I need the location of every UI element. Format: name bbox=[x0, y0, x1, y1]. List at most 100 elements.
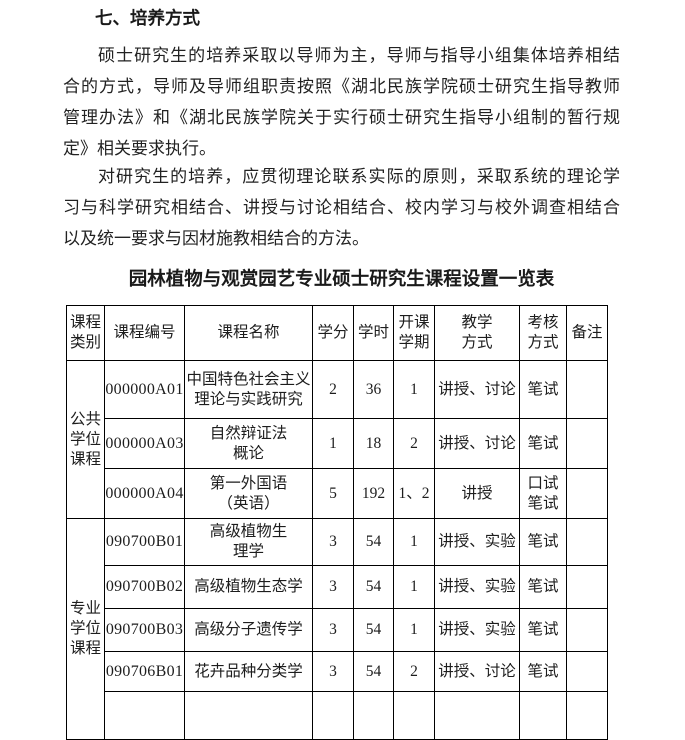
course-assessment: 笔试 bbox=[519, 418, 567, 469]
course-teaching: 讲授、讨论 bbox=[434, 360, 520, 419]
header-line: 教学 bbox=[461, 314, 493, 331]
course-row: 090706B01 花卉品种分类学 3 54 2 讲授、讨论 笔试 bbox=[67, 651, 608, 692]
course-hours: 54 bbox=[353, 565, 394, 609]
course-teaching bbox=[434, 691, 520, 740]
course-credits bbox=[312, 691, 354, 740]
course-name-line: 花卉品种分类学 bbox=[194, 662, 303, 680]
course-row: 000000A04 第一外国语 （英语） 5 192 1、2 讲授 口试 笔试 bbox=[67, 468, 608, 519]
assessment-line: 笔试 bbox=[527, 578, 559, 595]
course-name-line: （英语） bbox=[217, 494, 280, 512]
course-name-line: 中国特色社会主义 bbox=[186, 370, 311, 388]
course-semester: 1 bbox=[393, 565, 435, 609]
assessment-line: 笔试 bbox=[527, 621, 559, 638]
course-teaching: 讲授、讨论 bbox=[434, 651, 520, 692]
course-code: 000000A01 bbox=[104, 360, 185, 419]
course-code: 000000A03 bbox=[104, 418, 185, 469]
course-name: 花卉品种分类学 bbox=[184, 651, 313, 692]
course-code: 090700B01 bbox=[104, 518, 185, 566]
category-cell-public: 公共 学位 课程 bbox=[66, 360, 105, 519]
course-semester bbox=[393, 691, 435, 740]
course-row: 专业 学位 课程 090700B01 高级植物生 理学 3 54 1 讲授、实验… bbox=[66, 518, 608, 740]
course-remarks bbox=[566, 468, 608, 519]
category-line: 学位 bbox=[69, 430, 101, 448]
text-line: 以及统一要求与因材施教相结合的方法。 bbox=[63, 229, 369, 248]
document-page: { "page": { "background": "#ffffff", "te… bbox=[63, 8, 620, 740]
col-header-semester: 开课 学期 bbox=[393, 305, 435, 361]
assessment-line: 笔试 bbox=[527, 380, 559, 398]
course-remarks bbox=[566, 518, 608, 566]
header-line: 开课 bbox=[398, 314, 430, 331]
course-assessment: 笔试 bbox=[519, 565, 567, 609]
course-assessment: 笔试 bbox=[519, 518, 567, 566]
course-remarks bbox=[566, 360, 608, 419]
course-hours: 54 bbox=[353, 651, 394, 692]
category-line: 专业 bbox=[69, 600, 101, 617]
course-name-line: 高级植物生 bbox=[209, 523, 288, 540]
course-teaching: 讲授 bbox=[434, 468, 520, 519]
header-line: 课程 bbox=[69, 314, 101, 331]
course-teaching: 讲授、实验 bbox=[434, 565, 520, 609]
col-header-remarks: 备注 bbox=[566, 305, 608, 361]
course-hours: 54 bbox=[353, 518, 394, 566]
paragraph-training-mode: 硕士研究生的培养采取以导师为主，导师与指导小组集体培养相结 合的方式，导师及导师… bbox=[63, 40, 620, 164]
course-semester: 1、2 bbox=[393, 468, 435, 519]
course-hours bbox=[353, 691, 394, 740]
course-remarks bbox=[566, 651, 608, 692]
text-line: 合的方式，导师及导师组职责按照《湖北民族学院硕士研究生指导教师 bbox=[63, 77, 620, 96]
course-name: 高级植物生态学 bbox=[184, 565, 313, 609]
course-code bbox=[104, 691, 185, 740]
course-name: 中国特色社会主义 理论与实践研究 bbox=[184, 360, 313, 419]
course-name-line: 理学 bbox=[232, 543, 264, 560]
course-name bbox=[184, 691, 313, 740]
course-semester: 1 bbox=[393, 360, 435, 419]
course-name-line: 高级植物生态学 bbox=[194, 578, 303, 595]
course-row: 090700B03 高级分子遗传学 3 54 1 讲授、实验 笔试 bbox=[67, 608, 608, 652]
course-teaching: 讲授、实验 bbox=[434, 518, 520, 566]
course-credits: 1 bbox=[312, 418, 354, 469]
text-line: 硕士研究生的培养采取以导师为主，导师与指导小组集体培养相结 bbox=[98, 46, 620, 65]
category-cell-professional: 专业 学位 课程 bbox=[66, 518, 105, 740]
course-hours: 192 bbox=[353, 468, 394, 519]
category-line: 公共 bbox=[69, 410, 101, 428]
header-line: 学期 bbox=[398, 334, 430, 351]
course-name: 高级分子遗传学 bbox=[184, 608, 313, 652]
course-assessment: 笔试 bbox=[519, 360, 567, 419]
course-semester: 2 bbox=[393, 651, 435, 692]
assessment-line: 笔试 bbox=[527, 434, 559, 452]
course-assessment: 笔试 bbox=[519, 608, 567, 652]
course-teaching: 讲授、实验 bbox=[434, 608, 520, 652]
course-remarks bbox=[566, 691, 608, 740]
col-header-credits: 学分 bbox=[312, 305, 354, 361]
assessment-line: 口试 bbox=[527, 474, 559, 492]
course-semester: 1 bbox=[393, 518, 435, 566]
assessment-line: 笔试 bbox=[527, 494, 559, 512]
text-line: 定》相关要求执行。 bbox=[63, 139, 216, 158]
text-line: 对研究生的培养，应贯彻理论联系实际的原则，采取系统的理论学 bbox=[98, 167, 620, 186]
header-line: 类别 bbox=[69, 334, 101, 351]
course-credits: 3 bbox=[312, 608, 354, 652]
course-hours: 18 bbox=[353, 418, 394, 469]
course-hours: 36 bbox=[353, 360, 394, 419]
course-semester: 2 bbox=[393, 418, 435, 469]
course-name-line: 自然辩证法 bbox=[209, 424, 288, 442]
course-teaching: 讲授、讨论 bbox=[434, 418, 520, 469]
course-assessment: 口试 笔试 bbox=[519, 468, 567, 519]
section-heading: 七、培养方式 bbox=[95, 8, 200, 28]
course-code: 090700B03 bbox=[104, 608, 185, 652]
course-row-clipped bbox=[67, 691, 608, 740]
table-header-row: 课程 类别 课程编号 课程名称 学分 学时 开课 学期 教学 方式 考核 方式 … bbox=[66, 305, 608, 361]
paragraph-training-principles: 对研究生的培养，应贯彻理论联系实际的原则，采取系统的理论学 习与科学研究相结合、… bbox=[63, 161, 620, 254]
category-line: 课程 bbox=[69, 640, 101, 657]
col-header-name: 课程名称 bbox=[184, 305, 313, 361]
course-credits: 3 bbox=[312, 518, 354, 566]
col-header-hours: 学时 bbox=[353, 305, 394, 361]
course-remarks bbox=[566, 565, 608, 609]
course-assessment bbox=[519, 691, 567, 740]
category-line: 课程 bbox=[69, 450, 101, 468]
course-credits: 5 bbox=[312, 468, 354, 519]
course-row: 090700B02 高级植物生态学 3 54 1 讲授、实验 笔试 bbox=[67, 565, 608, 609]
course-name: 自然辩证法 概论 bbox=[184, 418, 313, 469]
col-header-assessment: 考核 方式 bbox=[519, 305, 567, 361]
header-line: 方式 bbox=[527, 334, 559, 351]
course-schedule-table: 课程 类别 课程编号 课程名称 学分 学时 开课 学期 教学 方式 考核 方式 … bbox=[66, 305, 608, 740]
